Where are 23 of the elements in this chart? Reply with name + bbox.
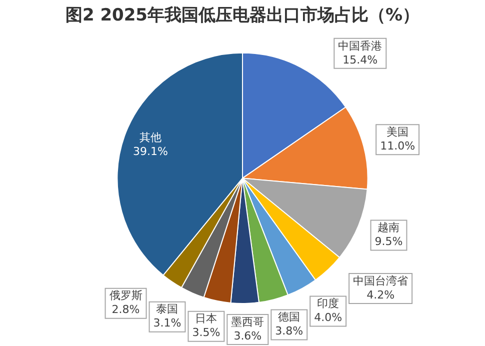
slice-label: 其他	[139, 131, 162, 144]
slice-label: 俄罗斯	[109, 289, 142, 302]
slice-label: 德国	[278, 310, 300, 324]
chart-title: 图2 2025年我国低压电器出口市场占比（%）	[65, 6, 420, 26]
data-label: 3.5%	[192, 326, 220, 340]
data-label: 3.8%	[275, 324, 304, 338]
slice-label: 中国台湾省	[353, 274, 408, 288]
data-label: 15.4%	[342, 53, 378, 66]
slice-label: 印度	[317, 297, 340, 310]
data-label: 39.1%	[132, 145, 168, 158]
data-label: 3.6%	[234, 329, 262, 342]
slice-label: 美国	[386, 126, 409, 139]
slice-label: 墨西哥	[231, 315, 264, 328]
slice-label: 中国香港	[338, 39, 382, 52]
slice-label: 越南	[378, 221, 400, 234]
data-label: 3.1%	[153, 316, 182, 330]
slice-label: 日本	[195, 312, 218, 326]
slice-label: 泰国	[156, 302, 178, 316]
data-label: 9.5%	[374, 235, 403, 248]
data-label: 2.8%	[112, 303, 140, 316]
data-label: 4.2%	[366, 288, 395, 302]
data-label: 11.0%	[380, 140, 416, 153]
data-label: 4.0%	[314, 311, 342, 324]
